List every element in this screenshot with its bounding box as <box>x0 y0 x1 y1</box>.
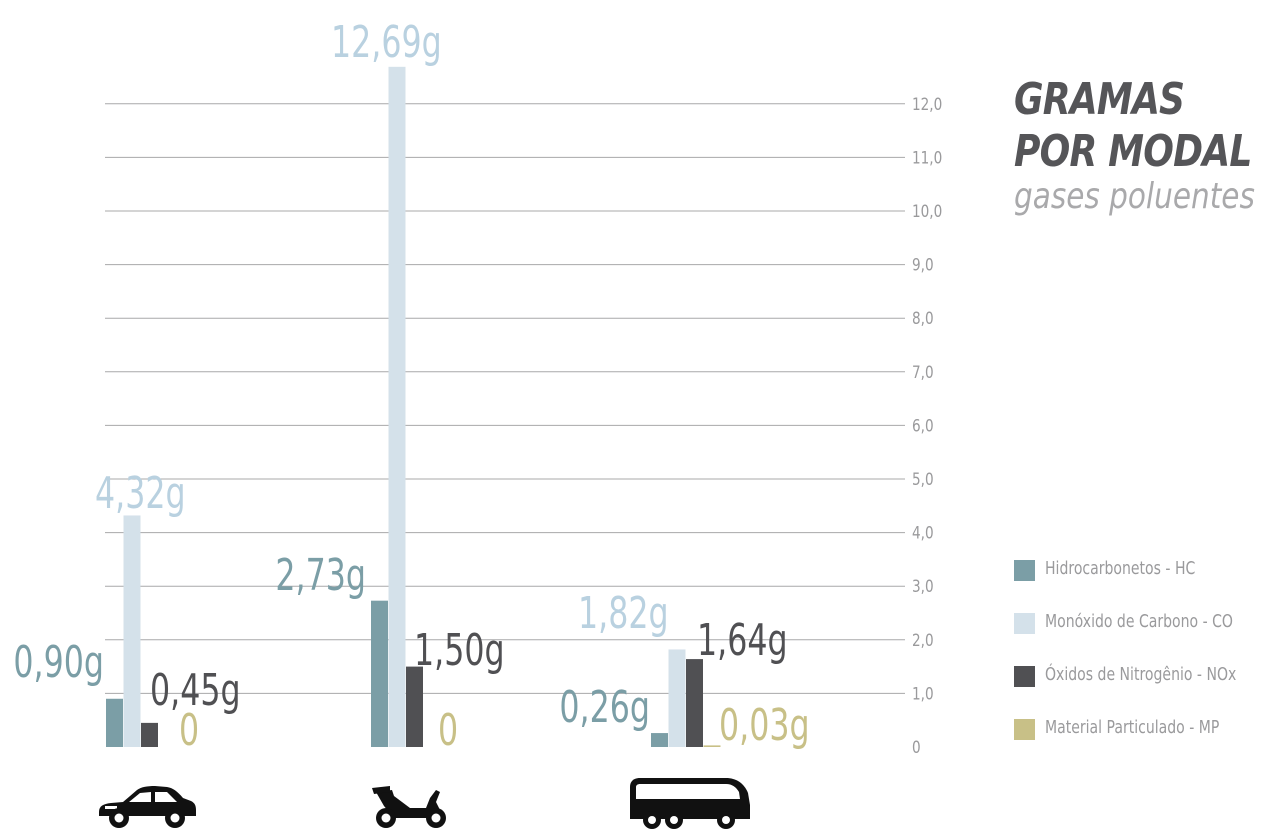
y-tick-label: 3,0 <box>912 577 934 597</box>
data-label-hc: 0,90g <box>13 637 104 689</box>
bars <box>106 66 721 748</box>
data-label-co: 12,69g <box>331 17 442 69</box>
car-icon <box>99 786 196 828</box>
y-tick-label: 6,0 <box>912 416 934 436</box>
y-axis-ticks: 0 1,0 2,0 3,0 4,0 5,0 6,0 7,0 8,0 9,0 10,0 11,0 12,0 <box>912 94 942 757</box>
y-tick-label: 11,0 <box>912 148 942 168</box>
bar-hc <box>651 733 668 747</box>
y-tick-label: 0 <box>912 738 921 758</box>
legend-swatch-mp <box>1014 719 1035 740</box>
data-label-hc: 2,73g <box>275 550 366 602</box>
chart-title: GRAMAS POR MODAL gases poluentes <box>1014 74 1264 218</box>
y-tick-label: 7,0 <box>912 362 934 382</box>
title-line-2: POR MODAL <box>1014 126 1252 177</box>
bar-co <box>123 515 141 747</box>
y-tick-label: 2,0 <box>912 630 934 650</box>
chart-subtitle: gases poluentes <box>1014 176 1255 217</box>
bar-co <box>668 649 686 747</box>
legend-swatch-co <box>1014 613 1035 634</box>
y-tick-label: 1,0 <box>912 684 934 704</box>
data-label-nox: 1,50g <box>414 625 505 677</box>
gridlines <box>105 103 905 694</box>
bar-hc <box>371 600 388 747</box>
motorcycle-icon <box>372 786 446 828</box>
title-line-1: GRAMAS <box>1014 74 1185 125</box>
bar-nox <box>686 659 703 747</box>
data-label-co: 4,32g <box>95 468 186 520</box>
data-labels: 0,90g 2,73g 0,26g 4,32g 12,69g 1,82g 0,45g 1,50… <box>13 17 809 757</box>
bar-mp <box>703 745 721 747</box>
bar-nox <box>406 666 423 747</box>
y-tick-label: 4,0 <box>912 523 934 543</box>
data-label-co: 1,82g <box>578 588 669 640</box>
data-label-hc: 0,26g <box>559 682 650 734</box>
legend-label-nox: Óxidos de Nitrogênio - NOx <box>1045 664 1237 685</box>
data-label-nox: 1,64g <box>697 615 788 667</box>
data-label-mp: 0,03g <box>719 700 810 752</box>
y-tick-label: 8,0 <box>912 309 934 329</box>
legend-label-co: Monóxido de Carbono - CO <box>1045 611 1233 632</box>
data-label-nox: 0,45g <box>150 665 241 717</box>
legend-swatch-hc <box>1014 560 1035 581</box>
y-tick-label: 12,0 <box>912 94 942 114</box>
y-tick-label: 5,0 <box>912 470 934 490</box>
bar-hc <box>106 698 123 747</box>
y-tick-label: 9,0 <box>912 255 934 275</box>
bar-nox <box>141 722 158 747</box>
bar-co <box>388 66 406 748</box>
data-label-mp: 0 <box>438 705 458 757</box>
legend-label-mp: Material Particulado - MP <box>1045 717 1220 738</box>
y-tick-label: 10,0 <box>912 202 942 222</box>
data-label-mp: 0 <box>179 705 199 757</box>
legend-swatch-nox <box>1014 666 1035 687</box>
bus-icon <box>630 778 750 829</box>
legend-label-hc: Hidrocarbonetos - HC <box>1045 558 1196 579</box>
